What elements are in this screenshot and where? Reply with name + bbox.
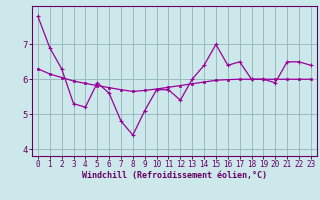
X-axis label: Windchill (Refroidissement éolien,°C): Windchill (Refroidissement éolien,°C): [82, 171, 267, 180]
